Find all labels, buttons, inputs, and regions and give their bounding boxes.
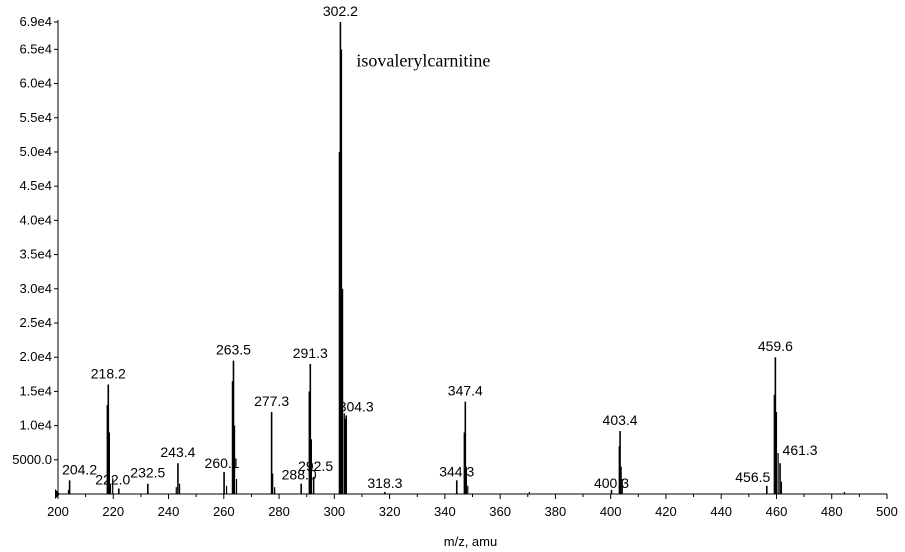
peak-label: 403.4 <box>603 412 638 428</box>
peak-label: 302.2 <box>323 3 358 19</box>
y-tick-label: 4.5e4 <box>19 178 52 193</box>
x-tick-label: 320 <box>379 504 401 519</box>
peak-labels: 204.2 218.2 222.0 232.5 243.4 260.1 263.5 277.3… <box>62 3 818 491</box>
peak-label: 292.5 <box>298 458 333 474</box>
compound-annotation: isovalerylcarnitine <box>356 50 490 70</box>
peak-label: 232.5 <box>130 465 165 481</box>
x-tick-label: 500 <box>876 504 898 519</box>
peak-label: 400.3 <box>594 475 629 491</box>
peak-label: 288.0 <box>282 467 317 483</box>
peak-label: 260.1 <box>205 455 240 471</box>
peak-label: 204.2 <box>62 461 97 477</box>
peak-label: 243.4 <box>160 444 195 460</box>
x-tick-label: 340 <box>434 504 456 519</box>
y-tick-label: 5.0e4 <box>19 144 52 159</box>
x-tick-label: 360 <box>489 504 511 519</box>
y-tick-label: 6.0e4 <box>19 76 52 91</box>
x-tick-label: 380 <box>545 504 567 519</box>
x-tick-label: 260 <box>213 504 235 519</box>
y-tick-label: 1.0e4 <box>19 418 52 433</box>
y-tick-label: 5000.0 <box>12 452 52 467</box>
x-tick-label: 440 <box>710 504 732 519</box>
y-tick-label: 6.9e4 <box>19 14 52 29</box>
x-tick-label: 480 <box>821 504 843 519</box>
x-tick-label: 280 <box>268 504 290 519</box>
y-tick-label: 1.5e4 <box>19 383 52 398</box>
y-tick-label: 2.0e4 <box>19 349 52 364</box>
y-tick-label: 6.5e4 <box>19 41 52 56</box>
peak-label: 456.5 <box>735 469 770 485</box>
peak-label: 222.0 <box>95 472 130 488</box>
y-tick-label: 4.0e4 <box>19 212 52 227</box>
peak-label: 459.6 <box>758 338 793 354</box>
x-tick-label: 240 <box>158 504 180 519</box>
x-tick-label: 400 <box>600 504 622 519</box>
y-tick-label: 3.5e4 <box>19 247 52 262</box>
peak-label: 344.3 <box>439 463 474 479</box>
x-axis-ticks: 200 220 240 260 280 300 320 340 360 380 400 420 440 4… <box>47 494 898 519</box>
peak-label: 318.3 <box>367 475 402 491</box>
spectrum-peaks <box>67 22 846 494</box>
peak-label: 291.3 <box>293 345 328 361</box>
x-tick-label: 200 <box>47 504 69 519</box>
x-tick-label: 220 <box>102 504 124 519</box>
y-tick-label: 3.0e4 <box>19 281 52 296</box>
x-tick-label: 460 <box>766 504 788 519</box>
y-tick-label: 2.5e4 <box>19 315 52 330</box>
peak-label: 277.3 <box>254 393 289 409</box>
peak-label: 304.3 <box>339 398 374 414</box>
peak-label: 461.3 <box>783 442 818 458</box>
peak-label: 347.4 <box>448 383 483 399</box>
x-tick-label: 420 <box>655 504 677 519</box>
y-axis-ticks: 5000.0 1.0e4 1.5e4 2.0e4 2.5e4 3.0e4 3.5e4 4.0e… <box>12 14 58 467</box>
peak-label: 263.5 <box>216 342 251 358</box>
peak-label: 218.2 <box>91 366 126 382</box>
origin-marker-icon <box>55 489 60 499</box>
x-axis-title: m/z, amu <box>444 534 497 549</box>
y-tick-label: 5.5e4 <box>19 110 52 125</box>
x-tick-label: 300 <box>323 504 345 519</box>
